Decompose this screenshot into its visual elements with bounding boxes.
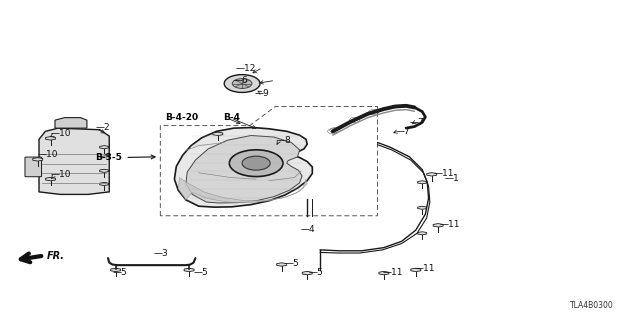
Polygon shape — [418, 181, 427, 184]
Text: TLA4B0300: TLA4B0300 — [570, 301, 614, 310]
Text: —5: —5 — [193, 268, 208, 277]
Text: —9: —9 — [255, 89, 269, 98]
Text: B-3-5: B-3-5 — [95, 153, 122, 162]
Text: —11: —11 — [383, 268, 403, 277]
Text: —7: —7 — [396, 127, 410, 136]
Text: —11: —11 — [434, 169, 454, 178]
Text: FR.: FR. — [47, 251, 65, 261]
Text: B-4: B-4 — [223, 114, 240, 123]
Polygon shape — [100, 146, 109, 149]
Polygon shape — [433, 224, 443, 227]
Polygon shape — [100, 169, 109, 172]
Polygon shape — [418, 206, 427, 209]
Polygon shape — [186, 135, 302, 203]
Text: —8: —8 — [276, 136, 291, 145]
Circle shape — [229, 150, 283, 177]
Text: —1: —1 — [445, 174, 460, 183]
Polygon shape — [178, 178, 307, 203]
Text: —10: —10 — [38, 150, 58, 159]
Text: —5: —5 — [308, 268, 323, 277]
Circle shape — [224, 75, 260, 92]
Circle shape — [242, 156, 270, 170]
Text: —7: —7 — [410, 118, 424, 127]
Polygon shape — [39, 128, 109, 195]
Text: —5: —5 — [285, 259, 300, 268]
Polygon shape — [45, 137, 56, 140]
Polygon shape — [184, 268, 194, 272]
Polygon shape — [379, 271, 389, 275]
Polygon shape — [100, 182, 109, 186]
FancyBboxPatch shape — [25, 157, 42, 177]
Polygon shape — [174, 127, 312, 207]
Polygon shape — [302, 271, 312, 275]
Polygon shape — [411, 268, 420, 272]
Circle shape — [232, 79, 252, 88]
Text: —5: —5 — [113, 268, 127, 277]
Polygon shape — [213, 132, 223, 136]
Text: —12: —12 — [236, 64, 256, 73]
Text: —2: —2 — [95, 123, 110, 132]
Text: B-4-20: B-4-20 — [166, 114, 198, 123]
Text: —6: —6 — [234, 76, 248, 85]
Polygon shape — [55, 118, 87, 128]
Text: —10: —10 — [51, 129, 71, 138]
Text: —4: —4 — [301, 225, 316, 234]
Text: —10: —10 — [51, 170, 71, 179]
Polygon shape — [45, 177, 56, 181]
Polygon shape — [111, 268, 120, 272]
Polygon shape — [276, 263, 287, 266]
Text: —11: —11 — [440, 220, 461, 229]
Text: —11: —11 — [415, 264, 435, 274]
Text: —3: —3 — [154, 250, 169, 259]
Polygon shape — [427, 172, 436, 176]
Polygon shape — [33, 158, 43, 161]
Polygon shape — [418, 232, 427, 235]
